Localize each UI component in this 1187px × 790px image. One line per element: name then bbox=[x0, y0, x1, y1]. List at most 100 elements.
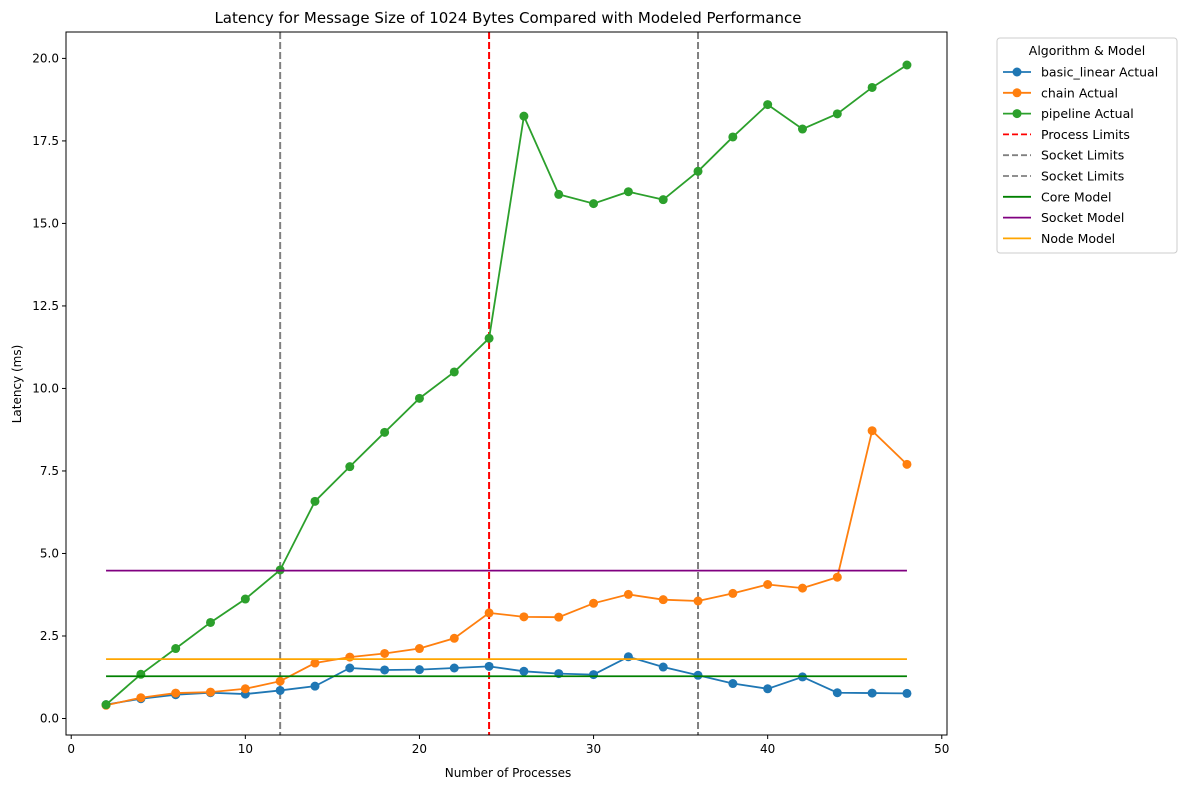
data-point-pipeline-actual bbox=[136, 669, 146, 679]
y-tick-label: 5.0 bbox=[40, 546, 59, 560]
data-point-pipeline-actual bbox=[101, 700, 111, 710]
data-point-pipeline-actual bbox=[206, 617, 216, 627]
plot-area: 0 10 20 30 40 50 0.0 2.5 5.0 7.5 10.0 12.5 15.0 17.5 2… bbox=[32, 31, 949, 756]
data-point-chain-actual bbox=[728, 588, 738, 598]
legend-label-pipeline-actual: pipeline Actual bbox=[1041, 106, 1134, 121]
chart-title: Latency for Message Size of 1024 Bytes C… bbox=[214, 9, 801, 27]
legend-label-socket-limits: Socket Limits bbox=[1041, 169, 1124, 184]
data-point-pipeline-actual bbox=[449, 367, 459, 377]
series-line-chain-actual bbox=[105, 428, 908, 707]
series-line-pipeline-actual bbox=[105, 64, 908, 706]
data-point-basic-linear-actual bbox=[763, 684, 773, 694]
legend-label-socket-model: Socket Model bbox=[1041, 210, 1124, 225]
data-point-basic-linear-actual bbox=[832, 688, 842, 698]
data-point-chain-actual bbox=[658, 595, 668, 605]
data-layer bbox=[101, 32, 912, 735]
data-point-pipeline-actual bbox=[832, 109, 842, 119]
y-tick-label: 17.5 bbox=[32, 134, 59, 148]
data-point-chain-actual bbox=[797, 583, 807, 593]
data-point-basic-linear-actual bbox=[658, 662, 668, 672]
data-point-pipeline-actual bbox=[519, 111, 529, 121]
data-point-chain-actual bbox=[763, 579, 773, 589]
data-point-chain-actual bbox=[902, 459, 912, 469]
x-tick-label: 30 bbox=[586, 742, 601, 756]
y-tick-label: 15.0 bbox=[32, 216, 59, 230]
data-point-chain-actual bbox=[519, 612, 529, 622]
x-tick-label: 10 bbox=[238, 742, 253, 756]
data-point-pipeline-actual bbox=[728, 132, 738, 142]
legend-marker-basic-linear-actual bbox=[1012, 67, 1022, 77]
data-point-basic-linear-actual bbox=[902, 688, 912, 698]
x-tick-label: 0 bbox=[67, 742, 75, 756]
data-point-pipeline-actual bbox=[345, 462, 355, 472]
data-point-basic-linear-actual bbox=[693, 670, 703, 680]
data-point-chain-actual bbox=[240, 684, 250, 694]
data-point-chain-actual bbox=[136, 693, 146, 703]
legend-label-core-model: Core Model bbox=[1041, 189, 1111, 204]
data-point-chain-actual bbox=[832, 572, 842, 582]
series-line-basic-linear-actual bbox=[105, 655, 907, 706]
data-point-basic-linear-actual bbox=[867, 688, 877, 698]
data-point-basic-linear-actual bbox=[519, 666, 529, 676]
y-tick-label: 2.5 bbox=[40, 629, 59, 643]
data-point-pipeline-actual bbox=[554, 189, 564, 199]
data-point-pipeline-actual bbox=[171, 644, 181, 654]
x-tick-label: 50 bbox=[934, 742, 949, 756]
data-point-pipeline-actual bbox=[623, 187, 633, 197]
data-point-basic-linear-actual bbox=[589, 670, 599, 680]
data-point-pipeline-actual bbox=[797, 124, 807, 134]
y-tick-label: 7.5 bbox=[40, 464, 59, 478]
data-point-chain-actual bbox=[275, 676, 285, 686]
y-tick-label: 20.0 bbox=[32, 51, 59, 65]
data-point-chain-actual bbox=[206, 687, 216, 697]
data-point-chain-actual bbox=[589, 598, 599, 608]
data-point-basic-linear-actual bbox=[310, 681, 320, 691]
data-point-chain-actual bbox=[345, 652, 355, 662]
data-point-basic-linear-actual bbox=[275, 685, 285, 695]
data-point-pipeline-actual bbox=[693, 166, 703, 176]
x-axis-label: Number of Processes bbox=[445, 766, 572, 780]
data-point-pipeline-actual bbox=[589, 199, 599, 209]
data-point-basic-linear-actual bbox=[449, 663, 459, 673]
x-tick-label: 20 bbox=[412, 742, 427, 756]
data-point-pipeline-actual bbox=[380, 427, 390, 437]
data-point-basic-linear-actual bbox=[728, 679, 738, 689]
data-point-pipeline-actual bbox=[763, 100, 773, 110]
axes-frame bbox=[65, 31, 948, 736]
data-point-chain-actual bbox=[414, 644, 424, 654]
data-point-pipeline-actual bbox=[902, 60, 912, 70]
data-point-pipeline-actual bbox=[484, 333, 494, 343]
data-point-pipeline-actual bbox=[310, 496, 320, 506]
data-point-basic-linear-actual bbox=[345, 663, 355, 673]
y-tick-label: 12.5 bbox=[32, 299, 59, 313]
legend-title: Algorithm & Model bbox=[1029, 43, 1145, 58]
legend-marker-pipeline-actual bbox=[1012, 109, 1022, 119]
legend-label-chain-actual: chain Actual bbox=[1041, 85, 1118, 100]
y-tick-label: 10.0 bbox=[32, 381, 59, 395]
data-point-chain-actual bbox=[449, 633, 459, 643]
legend-frame bbox=[996, 37, 1178, 254]
legend-label-basic-linear-actual: basic_linear Actual bbox=[1041, 65, 1158, 80]
data-point-pipeline-actual bbox=[240, 594, 250, 604]
data-point-chain-actual bbox=[867, 426, 877, 436]
data-point-basic-linear-actual bbox=[414, 665, 424, 675]
legend-marker-chain-actual bbox=[1012, 88, 1022, 98]
data-point-basic-linear-actual bbox=[380, 665, 390, 675]
legend-label-node-model: Node Model bbox=[1041, 231, 1115, 246]
data-point-pipeline-actual bbox=[867, 82, 877, 92]
data-point-chain-actual bbox=[693, 596, 703, 606]
data-point-chain-actual bbox=[171, 688, 181, 698]
y-tick-label: 0.0 bbox=[40, 711, 59, 725]
data-point-basic-linear-actual bbox=[484, 661, 494, 671]
data-point-chain-actual bbox=[380, 648, 390, 658]
data-point-chain-actual bbox=[484, 608, 494, 618]
data-point-pipeline-actual bbox=[414, 393, 424, 403]
legend-label-socket-limits: Socket Limits bbox=[1041, 148, 1124, 163]
x-tick-label: 40 bbox=[760, 742, 775, 756]
data-point-chain-actual bbox=[623, 589, 633, 599]
plot-background bbox=[66, 32, 947, 735]
data-point-pipeline-actual bbox=[658, 195, 668, 205]
y-axis-label: Latency (ms) bbox=[10, 345, 24, 424]
